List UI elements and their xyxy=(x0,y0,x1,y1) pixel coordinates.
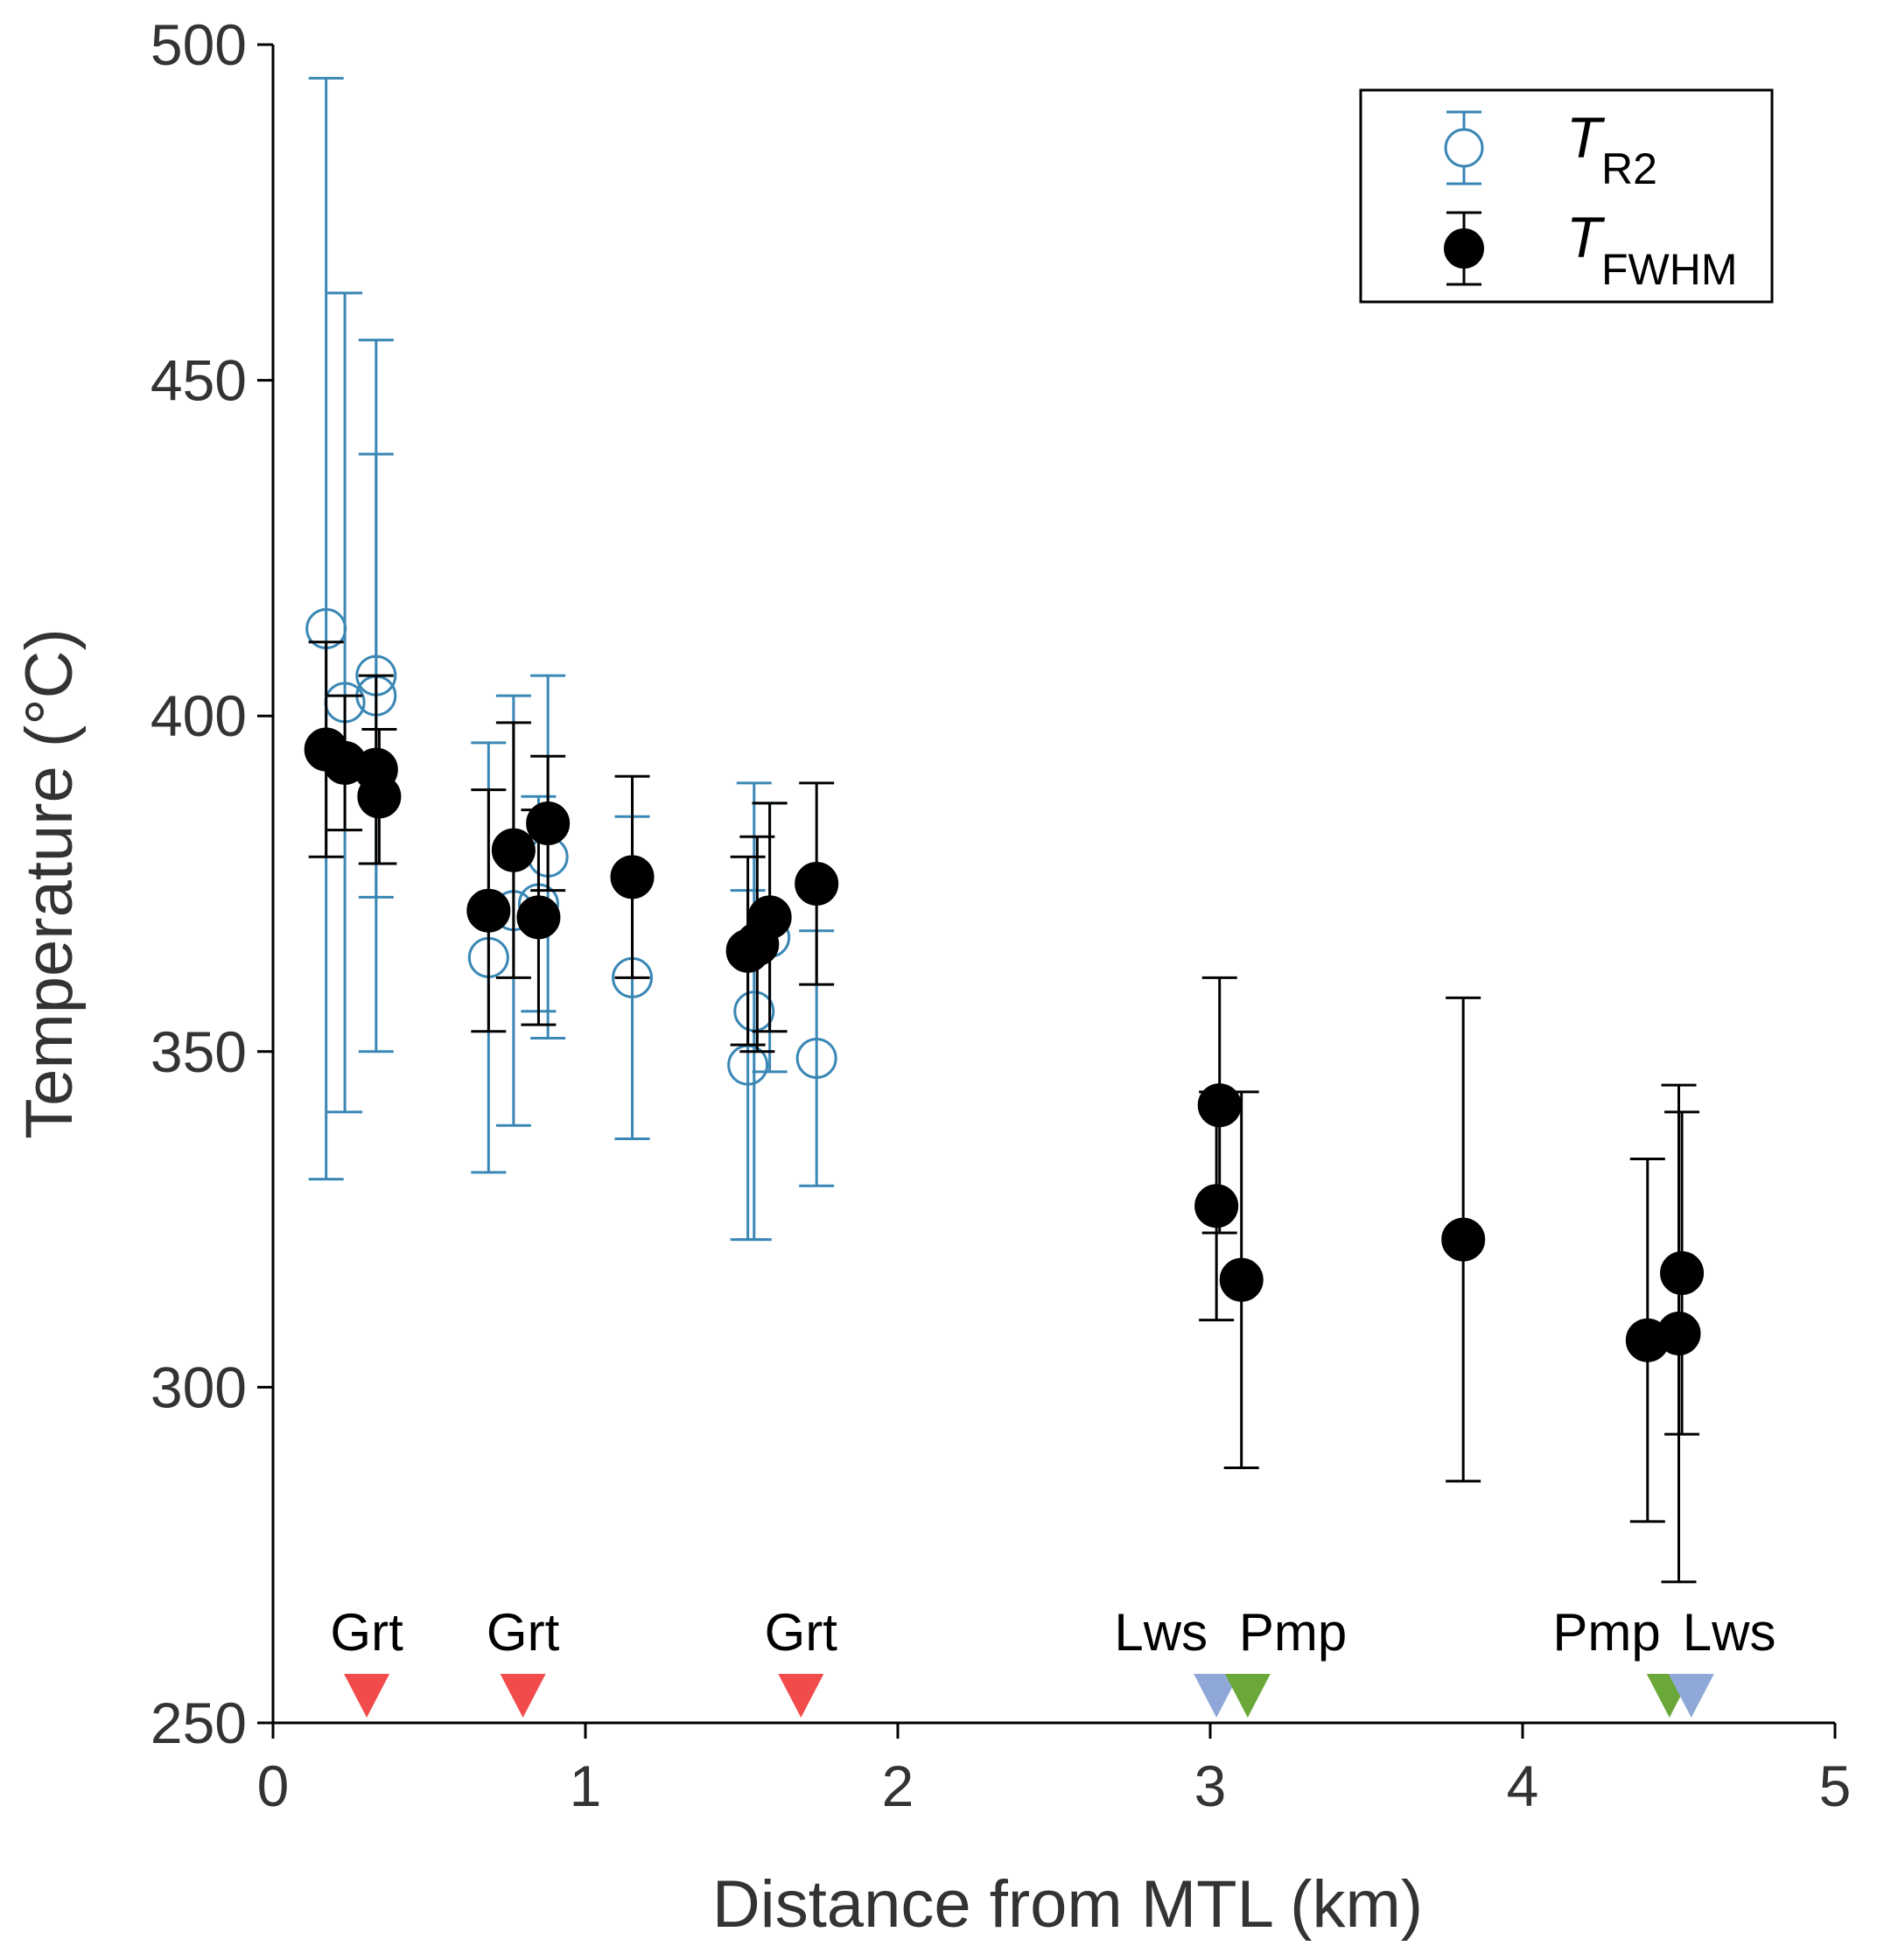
legend-tr2-subscript: R2 xyxy=(1601,144,1657,193)
y-tick-label: 450 xyxy=(151,348,247,413)
data-point-filled xyxy=(1194,1184,1239,1228)
x-axis-title: Distance from MTL (km) xyxy=(712,1867,1423,1942)
mineral-marker-triangle xyxy=(778,1674,824,1718)
y-tick-label: 250 xyxy=(151,1690,247,1755)
plot-area: Grt Grt Grt Lws Pmp Pmp Lws xyxy=(304,76,1776,1718)
mineral-marker-label: Grt xyxy=(487,1603,560,1662)
legend-box xyxy=(1359,88,1774,304)
legend-tfwhm-label: T xyxy=(1566,205,1606,270)
mineral-marker-label: Pmp xyxy=(1239,1603,1347,1662)
x-tick-label: 1 xyxy=(570,1754,602,1818)
mineral-marker-triangle xyxy=(1194,1674,1240,1718)
axes: 250 300 350 400 450 500 0 1 2 3 4 5 xyxy=(151,12,1851,1818)
mineral-marker-triangle xyxy=(1224,1674,1271,1718)
x-tick-label: 4 xyxy=(1507,1754,1539,1818)
mineral-marker-label: Grt xyxy=(765,1603,838,1662)
data-point-filled xyxy=(795,862,839,906)
data-point-filled xyxy=(526,801,571,845)
data-point-filled xyxy=(747,895,792,940)
data-point-open xyxy=(795,1037,837,1079)
y-tick-label: 300 xyxy=(151,1354,247,1419)
legend: T R2 T FWHM xyxy=(1359,88,1774,304)
data-point-filled xyxy=(466,888,511,933)
legend-tfwhm-subscript: FWHM xyxy=(1601,245,1738,294)
legend-tfwhm-marker xyxy=(1444,228,1484,269)
legend-entry-tr2: T R2 xyxy=(1444,105,1657,193)
mineral-marker-label: Grt xyxy=(330,1603,403,1662)
y-tick-label: 500 xyxy=(151,12,247,77)
x-tick-label: 3 xyxy=(1194,1754,1227,1818)
y-tick-label: 400 xyxy=(151,683,247,748)
mineral-marker-label: Lws xyxy=(1683,1603,1776,1662)
x-tick-label: 0 xyxy=(257,1754,290,1818)
mineral-marker-label: Lws xyxy=(1114,1603,1208,1662)
mineral-marker-label: Pmp xyxy=(1552,1603,1660,1662)
data-point-filled xyxy=(1660,1250,1705,1295)
data-point-filled xyxy=(1656,1312,1701,1356)
data-point-filled xyxy=(610,855,655,900)
y-axis-title: Temperature (°C) xyxy=(12,628,87,1139)
mineral-marker-triangle xyxy=(500,1674,546,1718)
x-tick-label: 2 xyxy=(882,1754,914,1818)
data-point-filled xyxy=(491,828,536,872)
series-t-r2 xyxy=(305,76,837,1242)
mineral-marker-triangle xyxy=(344,1674,390,1718)
legend-tr2-label: T xyxy=(1566,105,1606,170)
x-tick-label: 5 xyxy=(1819,1754,1852,1818)
data-point-filled xyxy=(1197,1083,1242,1128)
mineral-marker-triangle xyxy=(1668,1674,1714,1718)
legend-tr2-marker xyxy=(1444,128,1484,168)
series-t-fwhm xyxy=(304,640,1705,1584)
data-point-filled xyxy=(516,895,561,940)
data-point-filled xyxy=(1441,1217,1486,1262)
legend-entry-tfwhm: T FWHM xyxy=(1444,205,1738,294)
data-point-filled xyxy=(1219,1257,1264,1302)
data-point-filled xyxy=(357,774,402,819)
y-tick-label: 350 xyxy=(151,1019,247,1084)
